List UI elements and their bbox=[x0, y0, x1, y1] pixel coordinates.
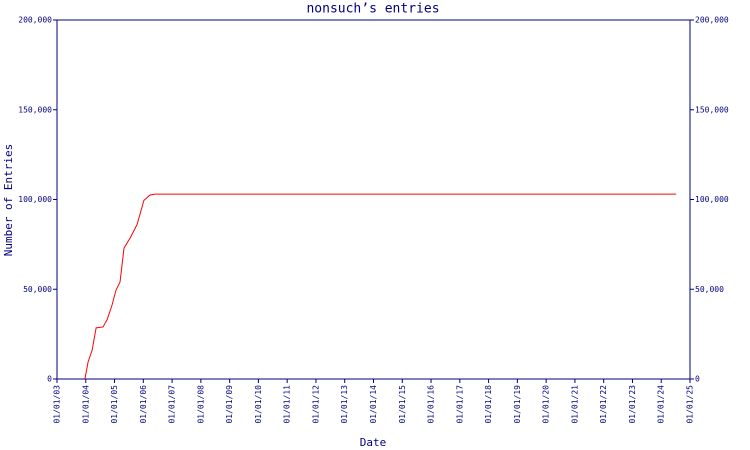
x-tick-label: 01/01/19 bbox=[513, 385, 522, 424]
x-axis-label: Date bbox=[360, 436, 387, 449]
x-tick-label: 01/01/12 bbox=[311, 385, 320, 424]
x-tick-label: 01/01/23 bbox=[628, 385, 637, 424]
y2-tick-label: 0 bbox=[695, 375, 700, 384]
x-tick-label: 01/01/22 bbox=[599, 385, 608, 424]
x-tick-label: 01/01/08 bbox=[196, 385, 205, 424]
y2-tick-label: 50,000 bbox=[695, 285, 724, 294]
y2-tick-label: 200,000 bbox=[695, 16, 729, 25]
x-tick-label: 01/01/24 bbox=[657, 385, 666, 424]
y2-tick-label: 100,000 bbox=[695, 195, 729, 204]
y-axis-label: Number of Entries bbox=[2, 144, 15, 257]
x-tick-label: 01/01/05 bbox=[110, 385, 119, 424]
y-tick-label: 200,000 bbox=[18, 16, 52, 25]
x-tick-label: 01/01/04 bbox=[81, 385, 90, 424]
y2-tick-label: 150,000 bbox=[695, 105, 729, 114]
x-tick-label: 01/01/06 bbox=[139, 385, 148, 424]
x-tick-label: 01/01/15 bbox=[398, 385, 407, 424]
data-line bbox=[84, 193, 677, 380]
x-tick-label: 01/01/18 bbox=[484, 385, 493, 424]
x-tick-label: 01/01/16 bbox=[427, 385, 436, 424]
x-tick-label: 01/01/03 bbox=[53, 385, 62, 424]
y-tick-label: 0 bbox=[47, 375, 52, 384]
y-tick-label: 150,000 bbox=[18, 105, 52, 114]
x-tick-label: 01/01/25 bbox=[686, 385, 695, 424]
x-tick-label: 01/01/21 bbox=[570, 385, 579, 424]
x-tick-label: 01/01/10 bbox=[254, 385, 263, 424]
x-tick-label: 01/01/13 bbox=[340, 385, 349, 424]
chart-title: nonsuch’s entries bbox=[306, 2, 439, 17]
y-tick-label: 100,000 bbox=[18, 195, 52, 204]
y-tick-label: 50,000 bbox=[23, 285, 52, 294]
x-tick-label: 01/01/17 bbox=[455, 385, 464, 424]
x-tick-label: 01/01/09 bbox=[225, 385, 234, 424]
x-tick-label: 01/01/14 bbox=[369, 385, 378, 424]
x-tick-label: 01/01/20 bbox=[542, 385, 551, 424]
x-tick-label: 01/01/11 bbox=[283, 385, 292, 424]
x-tick-label: 01/01/07 bbox=[168, 385, 177, 424]
